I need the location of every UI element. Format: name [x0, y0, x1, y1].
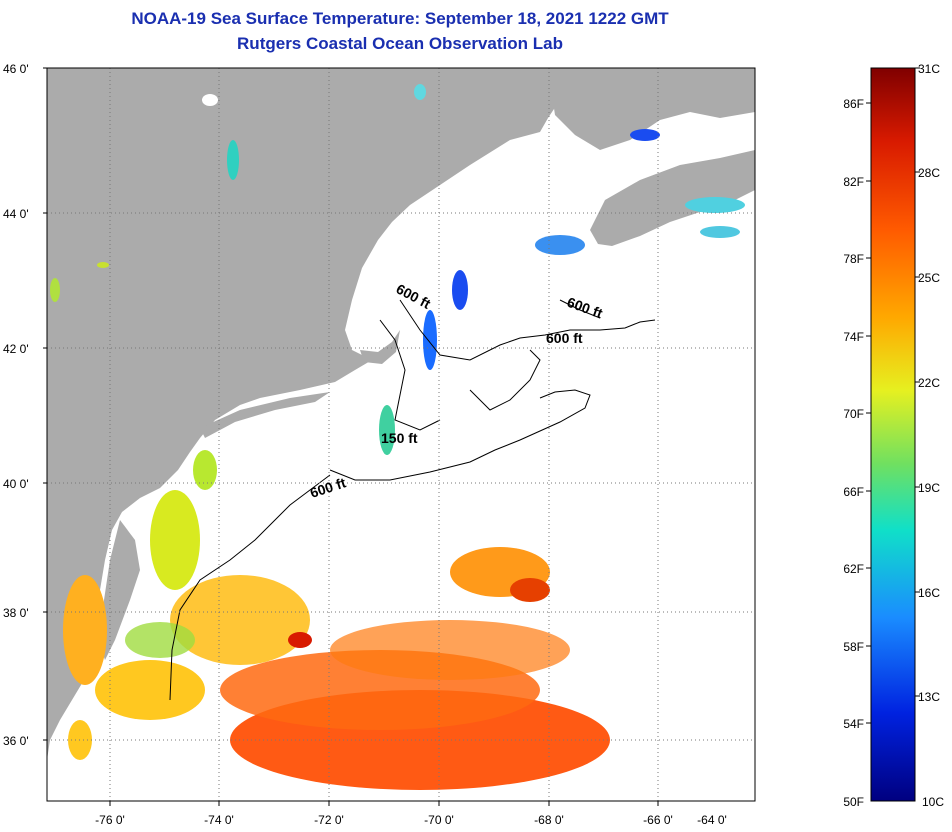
map-subtitle: Rutgers Coastal Ocean Observation Lab — [237, 34, 563, 53]
colorbar-f-label: 74F — [843, 330, 864, 344]
colorbar-f-label: 78F — [843, 252, 864, 266]
lat-label-40: 40 0' — [3, 477, 29, 491]
land-canada-north — [540, 68, 755, 150]
lon-label-72: -72 0' — [314, 813, 344, 827]
colorbar-f-label: 50F — [843, 795, 864, 809]
lat-label-36: 36 0' — [3, 734, 29, 748]
colorbar-f-label: 70F — [843, 407, 864, 421]
lat-label-38: 38 0' — [3, 606, 29, 620]
colorbar-f-label: 58F — [843, 640, 864, 654]
land-nova-scotia — [590, 150, 755, 246]
lon-label-68: -68 0' — [534, 813, 564, 827]
colorbar-c-label: 25C — [918, 271, 940, 285]
colorbar-f-label: 54F — [843, 717, 864, 731]
colorbar-c-label: 19C — [918, 481, 940, 495]
colorbar-c-label: 10C — [922, 795, 944, 809]
colorbar-c-label: 31C — [918, 62, 940, 76]
temperature-colorbar — [870, 67, 916, 802]
colorbar-ticks — [866, 67, 920, 724]
colorbar-f-label: 66F — [843, 485, 864, 499]
colorbar-c-label: 13C — [918, 690, 940, 704]
land-long-island — [200, 392, 330, 438]
depth-contours — [169, 299, 656, 701]
lon-label-64: -64 0' — [697, 813, 727, 827]
lat-label-46: 46 0' — [3, 62, 29, 76]
colorbar-c-label: 28C — [918, 166, 940, 180]
map-title: NOAA-19 Sea Surface Temperature: Septemb… — [131, 9, 669, 28]
colorbar-c-label: 22C — [918, 376, 940, 390]
lon-label-70: -70 0' — [424, 813, 454, 827]
lon-label-74: -74 0' — [204, 813, 234, 827]
colorbar-f-label: 86F — [843, 97, 864, 111]
depth-label: 600 ft — [546, 330, 583, 346]
colorbar-f-label: 62F — [843, 562, 864, 576]
lon-label-66: -66 0' — [643, 813, 673, 827]
land-delmarva — [98, 520, 140, 660]
lat-label-42: 42 0' — [3, 342, 29, 356]
land-us-east — [47, 68, 560, 760]
colorbar-c-label: 16C — [918, 586, 940, 600]
land-cape-cod — [360, 330, 400, 364]
map-frame — [46, 67, 756, 802]
lon-label-76: -76 0' — [95, 813, 125, 827]
colorbar-f-label: 82F — [843, 175, 864, 189]
depth-label: 150 ft — [381, 430, 418, 446]
lat-label-44: 44 0' — [3, 207, 29, 221]
axis-ticks — [43, 67, 659, 806]
